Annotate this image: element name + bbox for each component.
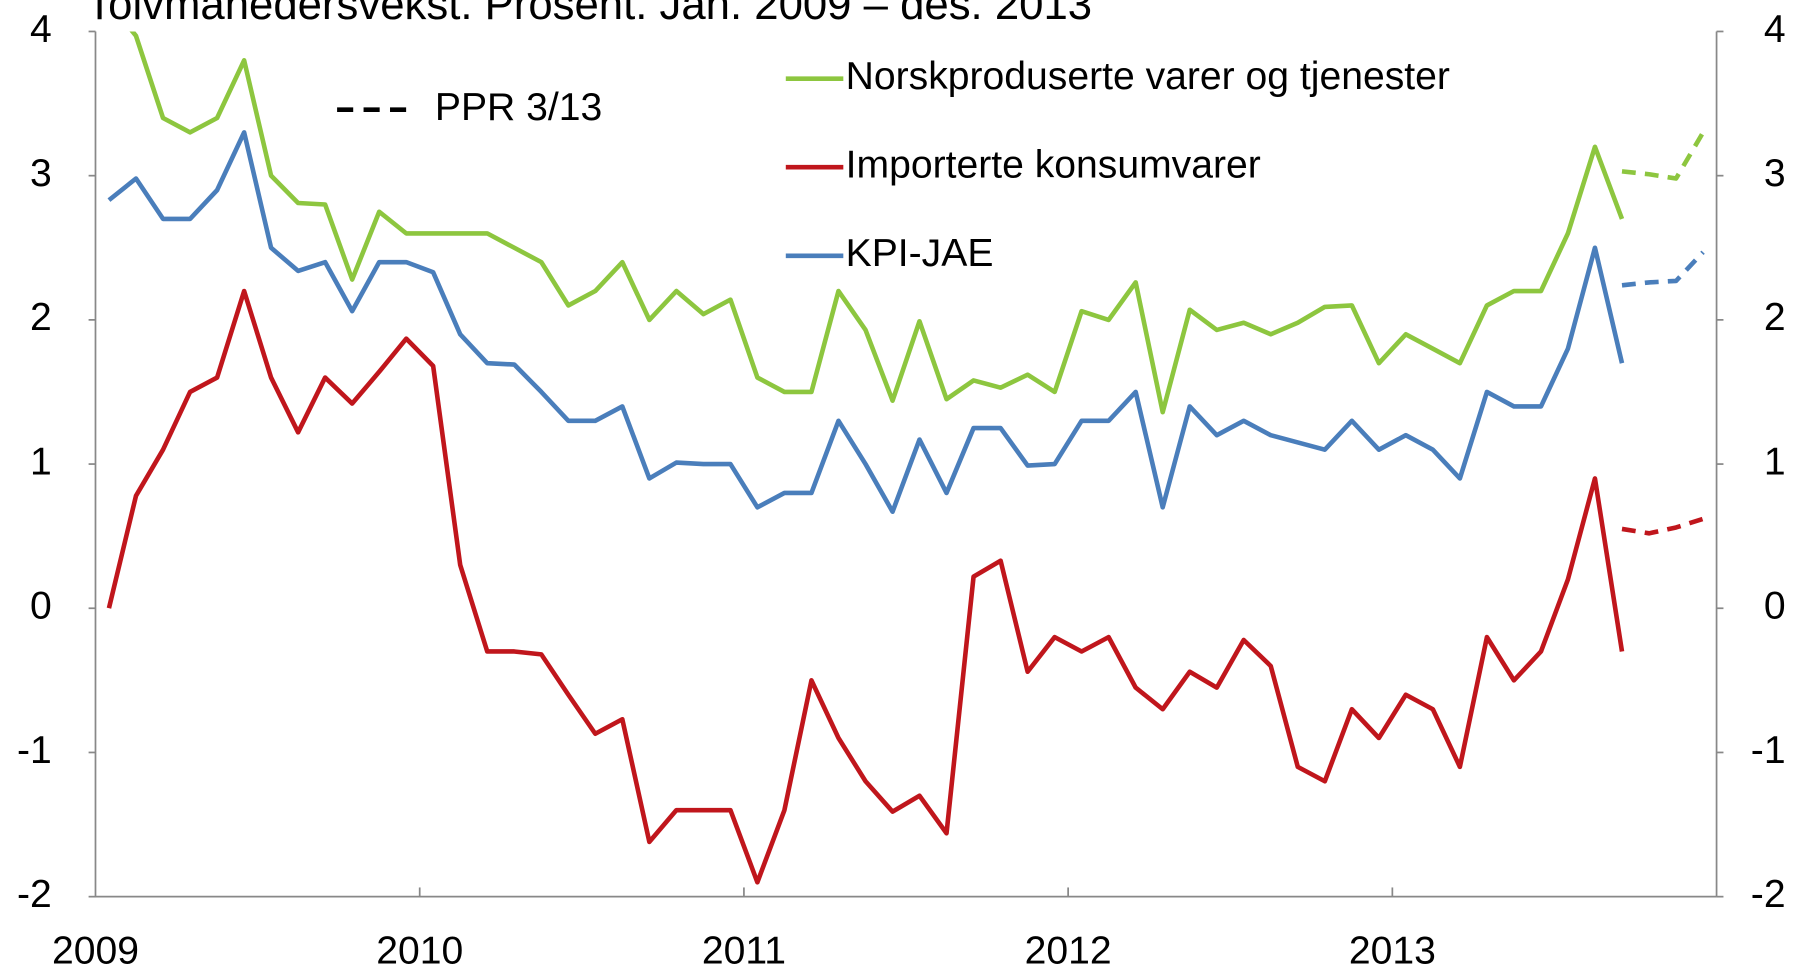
chart-title: Tolvmånedersvekst. Prosent. Jan. 2009 – …: [86, 0, 1092, 29]
plot-area: [106, 31, 1706, 885]
series-line: [107, 130, 1625, 514]
y2-tick-label: -1: [1751, 729, 1786, 772]
y-tick-label: 4: [30, 8, 52, 51]
y2-tick-label: 0: [1764, 585, 1786, 628]
legend-label: Norskproduserte varer og tjenester: [846, 55, 1450, 98]
y2-tick-label: 2: [1764, 296, 1786, 339]
x-tick-label: 2011: [702, 929, 786, 972]
y-tick-label: -1: [17, 729, 52, 772]
projection-line: [1621, 131, 1706, 181]
y-tick-label: 3: [30, 152, 52, 195]
series-line: [129, 31, 1625, 415]
y-tick-label: 2: [30, 296, 52, 339]
x-tick-label: 2009: [52, 929, 139, 972]
y-tick-label: 1: [30, 440, 52, 483]
x-tick-label: 2012: [1025, 929, 1112, 972]
x-tick-label: 2013: [1349, 929, 1436, 972]
projection-line: [1621, 250, 1705, 288]
x-tick-label: 2010: [376, 929, 463, 972]
legend-label: Importerte konsumvarer: [846, 144, 1261, 187]
legend-label: KPI-JAE: [846, 232, 994, 275]
y2-tick-label: -2: [1751, 873, 1786, 916]
y2-tick-label: 4: [1764, 8, 1786, 51]
legend-label: PPR 3/13: [435, 86, 602, 129]
series-line: [106, 288, 1625, 885]
y-tick-label: 0: [30, 585, 52, 628]
projection-line: [1621, 516, 1704, 536]
y2-tick-label: 1: [1764, 440, 1786, 483]
y2-tick-label: 3: [1764, 152, 1786, 195]
y-tick-label: -2: [17, 873, 52, 916]
